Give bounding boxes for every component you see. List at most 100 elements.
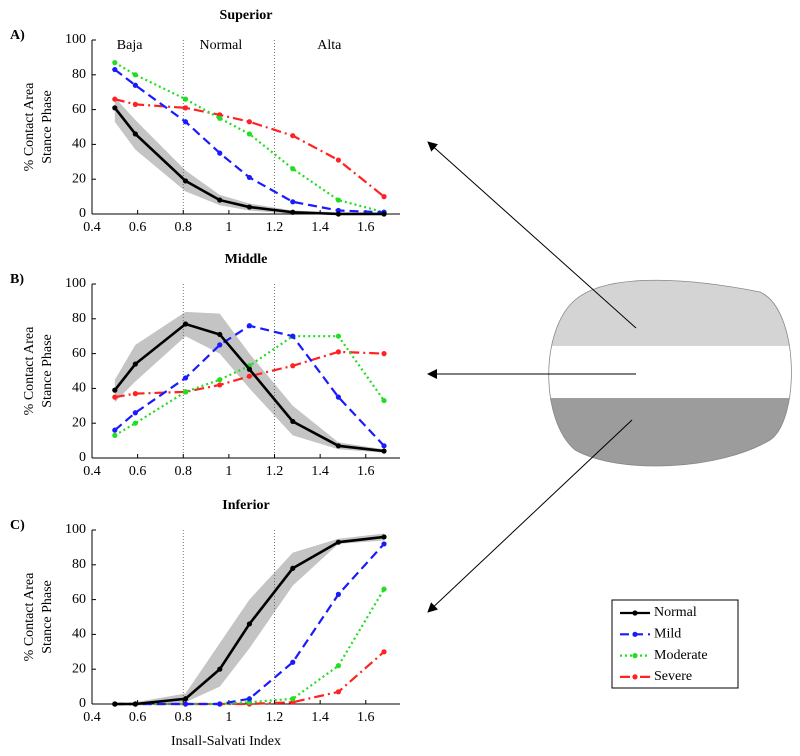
x-tick-label: 1 xyxy=(225,220,232,235)
data-point xyxy=(381,211,387,217)
arrow xyxy=(427,141,637,329)
data-point xyxy=(182,375,189,381)
sd-band xyxy=(114,311,385,453)
x-tick-label: 1.2 xyxy=(266,710,284,725)
y-tick-label: 0 xyxy=(79,696,86,711)
x-tick-label: 1 xyxy=(225,710,232,725)
data-point xyxy=(335,689,341,695)
data-point xyxy=(246,204,253,210)
data-point xyxy=(290,133,296,139)
y-tick-label: 0 xyxy=(79,206,86,221)
y-tick-label: 40 xyxy=(72,381,86,396)
y-tick-label: 0 xyxy=(79,450,86,465)
data-point xyxy=(112,387,118,393)
series-line xyxy=(114,68,385,214)
y-tick-label: 40 xyxy=(72,137,86,152)
y-tick-label: 100 xyxy=(65,276,86,291)
data-point xyxy=(112,105,118,111)
data-point xyxy=(381,541,387,547)
x-tick-label: 1.6 xyxy=(357,710,375,725)
data-point xyxy=(217,377,223,383)
x-tick-label: 1.2 xyxy=(266,464,284,479)
data-point xyxy=(335,539,341,545)
data-point xyxy=(381,649,387,655)
data-point xyxy=(246,366,253,372)
y-axis-label: % Contact Area xyxy=(22,82,37,171)
data-point xyxy=(132,361,138,367)
data-point xyxy=(246,323,253,329)
data-point xyxy=(182,696,189,702)
y-tick-label: 80 xyxy=(72,67,86,82)
patella-outline xyxy=(548,279,792,467)
legend-marker xyxy=(632,610,638,616)
y-tick-label: 20 xyxy=(72,171,86,186)
panel-title: Inferior xyxy=(222,498,269,513)
data-point xyxy=(217,701,223,707)
data-point xyxy=(381,586,387,592)
data-point xyxy=(132,101,138,107)
x-tick-label: 0.4 xyxy=(83,220,101,235)
series-line xyxy=(114,61,385,214)
data-point xyxy=(381,534,387,540)
data-point xyxy=(335,349,341,355)
sd-band xyxy=(114,533,385,704)
x-tick-label: 0.4 xyxy=(83,464,101,479)
panel-title: Superior xyxy=(220,8,273,23)
series-line xyxy=(113,107,385,216)
series-line xyxy=(114,350,385,399)
data-point xyxy=(217,331,223,338)
y-tick-label: 100 xyxy=(65,522,86,537)
series-line xyxy=(114,588,385,706)
y-axis-label: Stance Phase xyxy=(40,334,55,407)
data-point xyxy=(217,666,223,672)
data-point xyxy=(381,448,387,454)
data-point xyxy=(132,701,138,707)
data-point xyxy=(182,321,189,327)
data-point xyxy=(246,119,253,125)
data-point xyxy=(132,420,138,426)
x-tick-label: 1.4 xyxy=(311,220,329,235)
data-point xyxy=(112,432,118,438)
data-point xyxy=(246,696,253,702)
data-point xyxy=(381,443,387,449)
data-point xyxy=(112,394,118,400)
legend-marker xyxy=(632,653,638,659)
legend-marker xyxy=(632,674,638,680)
y-tick-label: 60 xyxy=(72,346,86,361)
y-tick-label: 80 xyxy=(72,311,86,326)
legend-label: Moderate xyxy=(654,648,708,663)
x-tick-label: 1.4 xyxy=(311,710,329,725)
series-line xyxy=(114,650,385,706)
y-axis-label: % Contact Area xyxy=(22,326,37,415)
data-point xyxy=(246,131,253,137)
data-point xyxy=(290,363,296,369)
data-point xyxy=(132,72,138,78)
x-tick-label: 1 xyxy=(225,464,232,479)
legend-label: Normal xyxy=(654,605,697,620)
series-line xyxy=(113,322,385,453)
data-point xyxy=(132,410,138,416)
data-point xyxy=(290,659,296,665)
data-point xyxy=(217,382,223,388)
data-point xyxy=(182,701,189,707)
data-point xyxy=(132,131,138,137)
data-point xyxy=(217,197,223,203)
legend-label: Severe xyxy=(654,669,692,684)
data-point xyxy=(217,342,223,348)
series-line xyxy=(114,98,385,198)
data-point xyxy=(112,96,118,102)
data-point xyxy=(335,197,341,203)
y-tick-label: 20 xyxy=(72,661,86,676)
y-axis-label: % Contact Area xyxy=(22,572,37,661)
y-axis-label: Stance Phase xyxy=(40,90,55,163)
panel-label: B) xyxy=(10,272,24,287)
data-point xyxy=(335,157,341,163)
y-tick-label: 20 xyxy=(72,415,86,430)
y-tick-label: 80 xyxy=(72,557,86,572)
data-point xyxy=(112,60,118,66)
legend xyxy=(611,599,739,689)
data-point xyxy=(335,663,341,669)
data-point xyxy=(132,391,138,397)
data-point xyxy=(290,418,296,425)
